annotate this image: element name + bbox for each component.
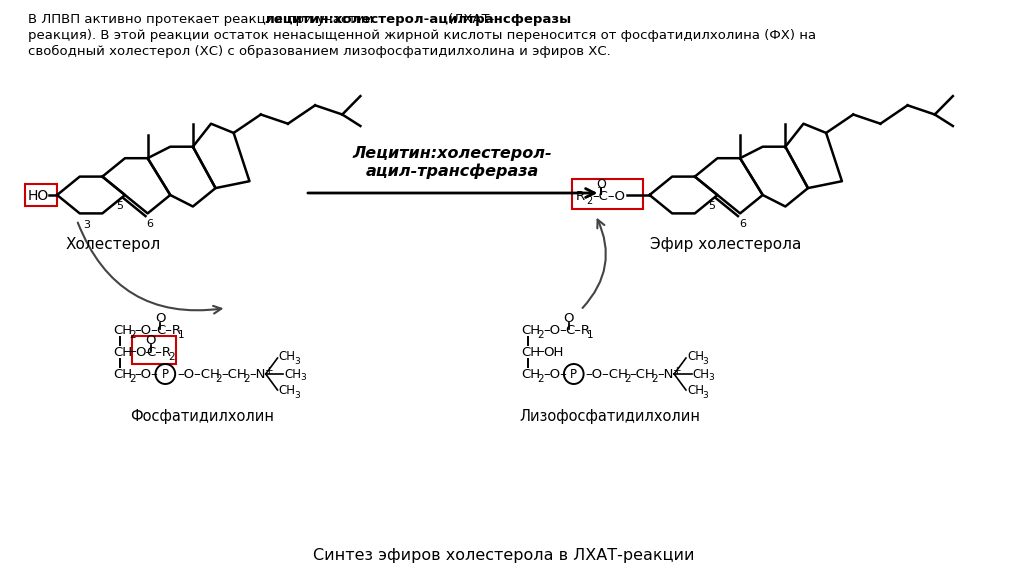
Text: 5: 5 <box>709 201 716 211</box>
Text: Синтез эфиров холестерола в ЛХАТ-реакции: Синтез эфиров холестерола в ЛХАТ-реакции <box>313 548 694 563</box>
Text: Эфир холестерола: Эфир холестерола <box>650 237 802 252</box>
Text: 1: 1 <box>178 330 184 340</box>
Text: В ЛПВП активно протекает реакция при участии: В ЛПВП активно протекает реакция при уча… <box>28 13 377 26</box>
Text: Фосфатидилхолин: Фосфатидилхолин <box>130 409 273 424</box>
Text: 3: 3 <box>300 373 306 382</box>
Text: 6: 6 <box>146 219 154 229</box>
Text: –O–: –O– <box>544 324 567 336</box>
Text: O: O <box>563 313 574 325</box>
Text: CH: CH <box>521 346 541 358</box>
Text: HO: HO <box>28 189 49 203</box>
Text: O: O <box>145 335 156 347</box>
Text: +: + <box>673 366 682 376</box>
Text: 3: 3 <box>294 391 300 400</box>
Text: Лецитин:холестерол-: Лецитин:холестерол- <box>353 146 553 161</box>
Text: –: – <box>538 346 544 358</box>
Text: ацил-трансфераза: ацил-трансфераза <box>367 164 540 179</box>
Text: –N: –N <box>249 367 265 381</box>
FancyArrowPatch shape <box>78 222 221 313</box>
Text: 3: 3 <box>294 357 300 366</box>
Text: 1: 1 <box>587 330 593 340</box>
Text: OH: OH <box>544 346 563 358</box>
Text: CH: CH <box>279 351 296 363</box>
Text: C–R: C–R <box>157 324 181 336</box>
Text: CH: CH <box>693 367 710 381</box>
Text: –C–O: –C–O <box>593 191 626 203</box>
Text: 3: 3 <box>83 220 90 230</box>
Text: 2: 2 <box>215 374 222 384</box>
Text: 2: 2 <box>624 374 631 384</box>
Text: свободный холестерол (ХС) с образованием лизофосфатидилхолина и эфиров ХС.: свободный холестерол (ХС) с образованием… <box>28 45 610 58</box>
Text: CH: CH <box>687 385 703 397</box>
Text: 2: 2 <box>538 374 544 384</box>
Text: –O–: –O– <box>544 367 567 381</box>
Text: CH: CH <box>114 346 132 358</box>
Text: CH: CH <box>114 324 132 336</box>
Text: реакция). В этой реакции остаток ненасыщенной жирной кислоты переносится от фосф: реакция). В этой реакции остаток ненасыщ… <box>28 29 816 42</box>
Text: O: O <box>156 313 166 325</box>
FancyArrowPatch shape <box>583 219 606 308</box>
Text: 2: 2 <box>129 330 135 340</box>
Text: 2: 2 <box>129 374 135 384</box>
Text: –O–: –O– <box>135 324 159 336</box>
Text: 2: 2 <box>587 196 593 206</box>
Text: –O–CH: –O–CH <box>586 367 629 381</box>
Text: 3: 3 <box>702 391 709 400</box>
Text: лецитин:холестерол-ацилтрансферазы: лецитин:холестерол-ацилтрансферазы <box>264 13 571 26</box>
Text: 5: 5 <box>116 201 123 211</box>
Text: CH: CH <box>521 324 541 336</box>
Text: CH: CH <box>687 351 703 363</box>
Text: –O–: –O– <box>135 367 159 381</box>
Text: P: P <box>162 367 169 381</box>
Text: 2: 2 <box>651 374 658 384</box>
Text: –O–CH: –O–CH <box>177 367 220 381</box>
Text: Холестерол: Холестерол <box>66 237 162 252</box>
Text: 2: 2 <box>168 352 175 362</box>
Text: –CH: –CH <box>630 367 655 381</box>
Text: 6: 6 <box>739 219 745 229</box>
Bar <box>132 336 176 364</box>
Text: P: P <box>570 367 578 381</box>
Text: C–R: C–R <box>146 346 172 358</box>
Text: C–R: C–R <box>565 324 590 336</box>
Text: R: R <box>575 191 585 203</box>
Text: O–: O– <box>135 346 152 358</box>
Text: Лизофосфатидилхолин: Лизофосфатидилхолин <box>519 409 700 424</box>
Text: 2: 2 <box>243 374 250 384</box>
Text: –N: –N <box>657 367 674 381</box>
Text: CH: CH <box>114 367 132 381</box>
Text: +: + <box>265 366 273 376</box>
Text: (ЛХАТ-: (ЛХАТ- <box>443 13 494 26</box>
Text: 3: 3 <box>709 373 715 382</box>
Text: CH: CH <box>285 367 301 381</box>
Text: 3: 3 <box>702 357 709 366</box>
Text: 2: 2 <box>538 330 544 340</box>
Text: CH: CH <box>521 367 541 381</box>
Text: CH: CH <box>279 385 296 397</box>
Bar <box>25 184 57 206</box>
Text: –: – <box>129 346 135 358</box>
Bar <box>571 179 643 209</box>
Text: –CH: –CH <box>221 367 247 381</box>
Text: O: O <box>596 179 606 191</box>
